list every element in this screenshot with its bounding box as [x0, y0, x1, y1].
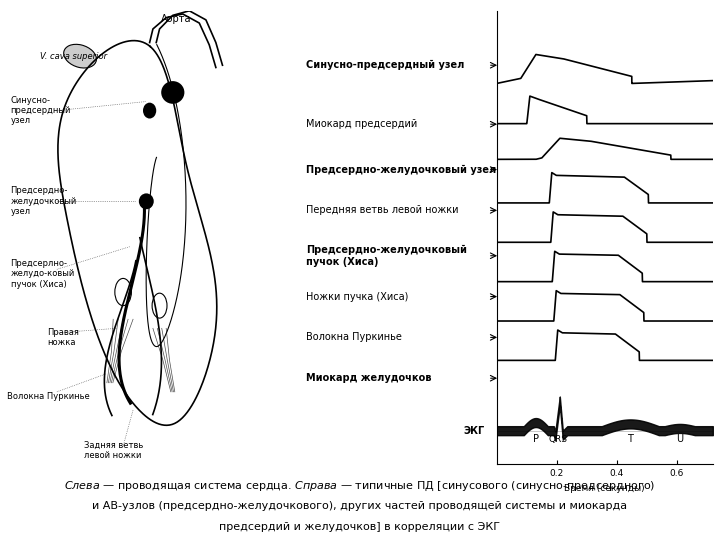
Ellipse shape: [63, 44, 96, 68]
Text: P: P: [533, 434, 539, 444]
Text: U: U: [676, 434, 683, 444]
Text: Синусно-предсердный узел: Синусно-предсердный узел: [307, 60, 465, 70]
Text: QRS: QRS: [549, 435, 568, 444]
Text: $\it{Слева}$ — проводящая система сердца. $\it{Справа}$ — типичные ПД [синусовог: $\it{Слева}$ — проводящая система сердца…: [64, 481, 656, 494]
Text: ЭКГ: ЭКГ: [464, 426, 485, 436]
Text: Миокард желудочков: Миокард желудочков: [307, 373, 432, 383]
Text: Предсердно-
желудочковый
узел: Предсердно- желудочковый узел: [11, 186, 77, 216]
Text: Предсердно-желудочковый узел: Предсердно-желудочковый узел: [307, 165, 497, 174]
Text: Передняя ветвь левой ножки: Передняя ветвь левой ножки: [307, 205, 459, 215]
Text: предсердий и желудочков] в корреляции с ЭКГ: предсердий и желудочков] в корреляции с …: [220, 523, 500, 532]
Text: Предсердно-желудочковый
пучок (Хиса): Предсердно-желудочковый пучок (Хиса): [307, 245, 467, 267]
Text: Задняя ветвь
левой ножки: Задняя ветвь левой ножки: [84, 441, 143, 460]
Text: T: T: [627, 434, 633, 444]
Text: Ножки пучка (Хиса): Ножки пучка (Хиса): [307, 292, 409, 301]
Text: V. cava superior: V. cava superior: [40, 52, 107, 60]
Text: Синусно-
предсердный
узел: Синусно- предсердный узел: [11, 96, 71, 125]
Text: Волокна Пуркинье: Волокна Пуркинье: [7, 392, 90, 401]
Text: Правая
ножка: Правая ножка: [47, 328, 78, 347]
Text: Миокард предсердий: Миокард предсердий: [307, 119, 418, 129]
Text: Аорта: Аорта: [161, 15, 192, 24]
Text: Предсерлно-
желудо-ковый
пучок (Хиса): Предсерлно- желудо-ковый пучок (Хиса): [11, 259, 75, 289]
Text: и АВ-узлов (предсердно-желудочкового), других частей проводящей системы и миокар: и АВ-узлов (предсердно-желудочкового), д…: [92, 501, 628, 511]
Text: Волокна Пуркинье: Волокна Пуркинье: [307, 333, 402, 342]
Ellipse shape: [139, 193, 154, 209]
Ellipse shape: [143, 103, 156, 118]
Ellipse shape: [161, 81, 184, 104]
X-axis label: Время (секунды): Время (секунды): [564, 484, 645, 493]
